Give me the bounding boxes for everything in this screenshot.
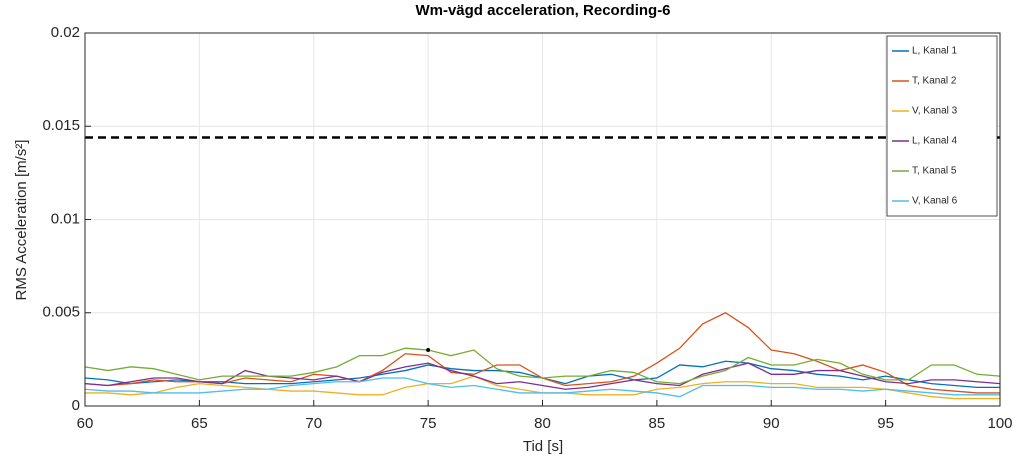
y-tick-label: 0.005 [42,304,80,321]
x-tick-label: 65 [191,415,208,432]
y-tick-label: 0.01 [51,210,80,227]
series-line [84,377,1000,398]
series-line [84,347,1001,385]
legend-label: T, Kanal 5 [912,166,957,177]
x-tick-label: 100 [987,415,1012,432]
x-tick-label: 80 [534,415,551,432]
x-tick-label: 75 [420,415,437,432]
x-tick-label: 90 [763,415,780,432]
plot-frame [84,32,1001,407]
x-tick-label: 85 [649,415,666,432]
legend-label: L, Kanal 1 [912,46,957,57]
y-tick-label: 0.015 [42,117,80,134]
legend-label: V, Kanal 3 [912,106,958,117]
x-tick-label: 60 [77,415,94,432]
legend-label: T, Kanal 2 [912,76,957,87]
legend: L, Kanal 1 T, Kanal 2 V, Kanal 3 L, Kanal 4… [886,35,998,217]
chart-title: Wm-vägd acceleration, Recording-6 [415,2,670,19]
series-line [84,362,1001,390]
x-axis-label: Tid [s] [523,438,563,455]
legend-label: V, Kanal 6 [912,196,958,207]
y-tick-label: 0 [72,397,80,414]
legend-label: L, Kanal 4 [912,136,957,147]
x-tick-label: 70 [305,415,322,432]
x-tick-label: 95 [877,415,894,432]
y-axis-label: RMS Acceleration [m/s²] [13,140,30,301]
legend-box [886,35,998,217]
marker-point [426,348,431,353]
y-tick-label: 0.02 [51,24,80,41]
